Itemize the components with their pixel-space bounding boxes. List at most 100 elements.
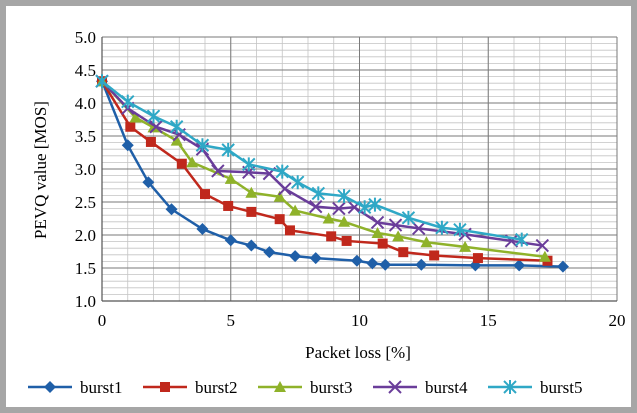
y-tick-label: 2.0 — [75, 226, 96, 245]
x-tick-label: 0 — [98, 311, 107, 330]
data-point-burst4 — [332, 201, 346, 216]
data-point-burst5 — [221, 142, 235, 157]
x-tick-label: 10 — [351, 311, 368, 330]
data-point-burst3 — [245, 186, 258, 198]
legend-item-burst1: burst1 — [28, 378, 123, 397]
data-point-burst5 — [169, 119, 184, 134]
legend-marker — [503, 380, 517, 394]
series-layer — [95, 74, 569, 273]
y-tick-label: 3.0 — [75, 160, 96, 179]
data-point-burst2 — [472, 253, 483, 264]
data-point-burst5 — [368, 197, 382, 212]
x-tick-label: 5 — [227, 311, 236, 330]
legend-label: burst5 — [540, 378, 583, 397]
data-point-burst2 — [377, 238, 388, 249]
legend-marker — [160, 382, 170, 392]
legend-label: burst4 — [425, 378, 468, 397]
y-tick-label: 1.5 — [75, 259, 96, 278]
data-point-burst1 — [165, 203, 178, 216]
data-point-burst1 — [121, 139, 134, 152]
data-point-burst3 — [186, 156, 199, 168]
data-point-burst4 — [412, 221, 426, 236]
legend-label: burst3 — [310, 378, 353, 397]
data-point-burst1 — [556, 260, 569, 273]
data-point-burst3 — [459, 240, 472, 252]
data-point-burst5 — [435, 220, 449, 235]
data-point-burst2 — [223, 200, 234, 211]
data-point-burst3 — [371, 227, 384, 239]
data-point-burst5 — [195, 138, 210, 153]
data-point-burst1 — [245, 239, 258, 252]
data-point-burst3 — [224, 172, 237, 184]
data-point-burst3 — [338, 215, 351, 227]
legend-marker — [44, 381, 56, 393]
data-point-burst1 — [263, 246, 276, 259]
y-tick-label: 4.5 — [75, 61, 96, 80]
x-axis-label: Packet loss [%] — [305, 343, 411, 362]
data-point-burst1 — [415, 258, 428, 271]
data-point-burst5 — [121, 94, 135, 109]
data-point-burst4 — [149, 120, 163, 134]
series-burst1 — [96, 75, 569, 273]
data-point-burst5 — [242, 157, 256, 172]
data-point-burst3 — [322, 212, 335, 224]
y-tick-label: 1.0 — [75, 292, 96, 311]
x-tick-label: 15 — [480, 311, 497, 330]
data-point-burst3 — [147, 121, 160, 133]
data-point-burst1 — [366, 257, 379, 270]
legend-marker — [388, 380, 402, 394]
data-point-burst5 — [275, 164, 289, 179]
data-point-burst4 — [388, 218, 403, 232]
data-point-burst2 — [341, 235, 352, 246]
series-burst4 — [95, 74, 550, 253]
data-point-burst5 — [146, 109, 161, 124]
data-point-burst3 — [289, 204, 302, 216]
data-point-burst2 — [200, 189, 210, 200]
data-point-burst5 — [401, 210, 416, 225]
data-point-burst3 — [420, 236, 433, 248]
data-point-burst5 — [290, 175, 305, 190]
data-point-burst5 — [515, 232, 529, 247]
series-burst5 — [95, 74, 529, 247]
data-point-burst1 — [350, 254, 363, 267]
data-point-burst3 — [170, 134, 183, 146]
y-tick-label: 2.5 — [75, 193, 96, 212]
data-point-burst1 — [289, 250, 302, 263]
data-point-burst3 — [538, 250, 551, 262]
data-point-burst1 — [224, 234, 237, 247]
series-line-burst5 — [101, 80, 522, 241]
data-point-burst2 — [176, 158, 187, 169]
data-point-burst2 — [125, 121, 136, 132]
legend-marker — [274, 381, 286, 392]
data-point-burst3 — [392, 230, 405, 242]
data-point-burst3 — [129, 111, 142, 123]
series-burst3 — [96, 75, 551, 262]
data-point-burst4 — [211, 164, 225, 178]
data-point-burst2 — [326, 231, 337, 242]
data-point-burst1 — [379, 258, 392, 271]
y-tick-label: 3.5 — [75, 127, 96, 146]
legend-item-burst3: burst3 — [258, 378, 353, 397]
legend-label: burst1 — [80, 378, 123, 397]
series-line-burst4 — [101, 80, 543, 247]
data-point-burst1 — [309, 252, 322, 265]
data-point-burst2 — [398, 247, 409, 258]
series-line-burst3 — [101, 80, 546, 259]
data-point-burst2 — [274, 214, 285, 225]
data-point-burst5 — [311, 186, 326, 201]
data-point-burst1 — [142, 176, 155, 189]
data-point-burst5 — [357, 200, 372, 215]
legend: burst1 burst2 burst3 burst4 burst5 — [28, 378, 583, 397]
data-point-burst4 — [309, 199, 323, 214]
data-point-burst3 — [273, 190, 286, 202]
data-point-burst4 — [278, 182, 292, 196]
x-tick-label: 20 — [609, 311, 626, 330]
data-point-burst1 — [196, 223, 209, 236]
y-tick-label: 5.0 — [75, 28, 96, 47]
axes: 1.0 1.5 2.0 2.5 3.0 3.5 4.0 4.5 5.0 0 5 10 15 20 — [75, 28, 626, 330]
legend-item-burst2: burst2 — [143, 378, 238, 397]
data-point-burst5 — [337, 189, 351, 204]
y-axis-label: PEVQ value [MOS] — [31, 101, 50, 239]
legend-item-burst4: burst4 — [373, 378, 468, 397]
